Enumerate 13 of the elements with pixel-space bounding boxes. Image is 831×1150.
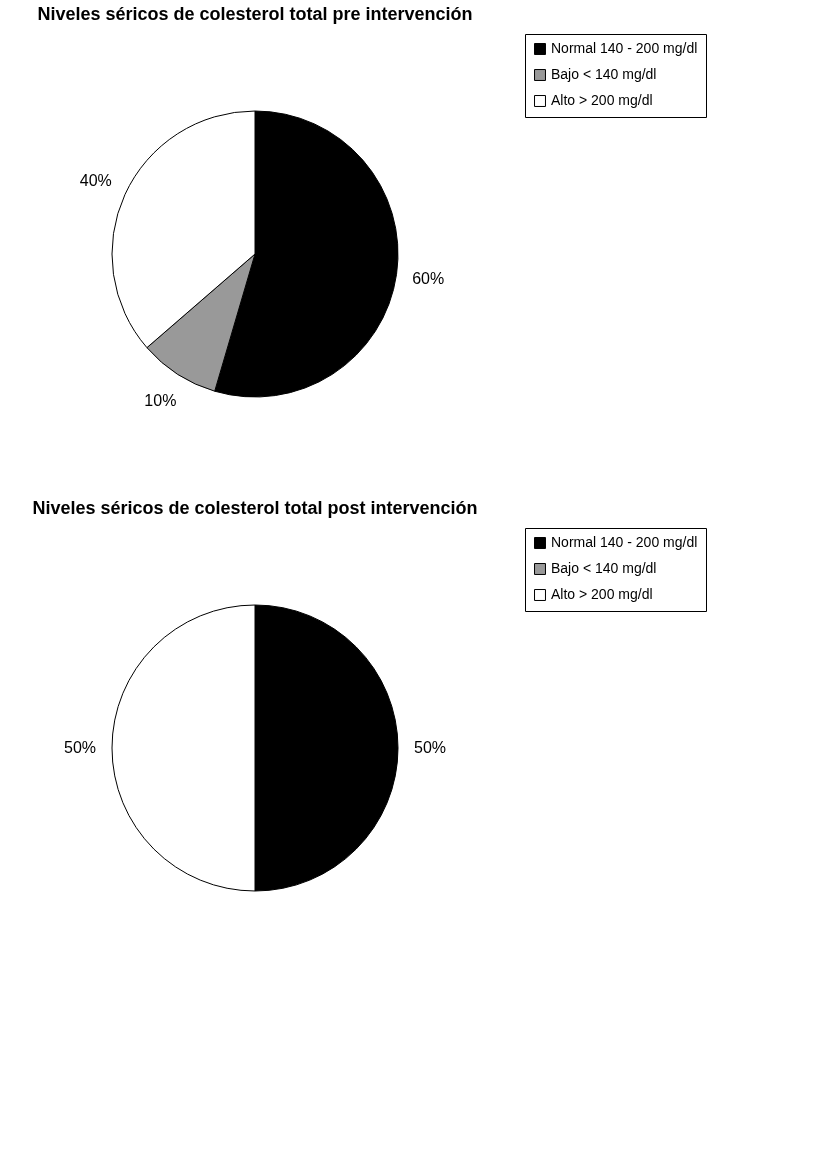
data-label: 40%	[79, 172, 112, 190]
legend-label: Bajo < 140 mg/dl	[551, 560, 657, 576]
data-label: 60%	[412, 269, 445, 287]
data-label: 50%	[413, 739, 447, 756]
chart-title: Niveles séricos de colesterol total pre intervención	[37, 3, 473, 24]
legend-label: Bajo < 140 mg/dl	[551, 66, 657, 82]
legend-label: Normal 140 - 200 mg/dl	[551, 534, 698, 550]
legend-label: Normal 140 - 200 mg/dl	[551, 40, 698, 56]
chart-title: Niveles séricos de colesterol total post intervención	[32, 497, 478, 518]
legend-label: Alto > 200 mg/dl	[551, 92, 653, 108]
legend-label: Alto > 200 mg/dl	[551, 586, 653, 602]
data-label: 10%	[144, 392, 177, 410]
data-label: 50%	[63, 739, 97, 756]
